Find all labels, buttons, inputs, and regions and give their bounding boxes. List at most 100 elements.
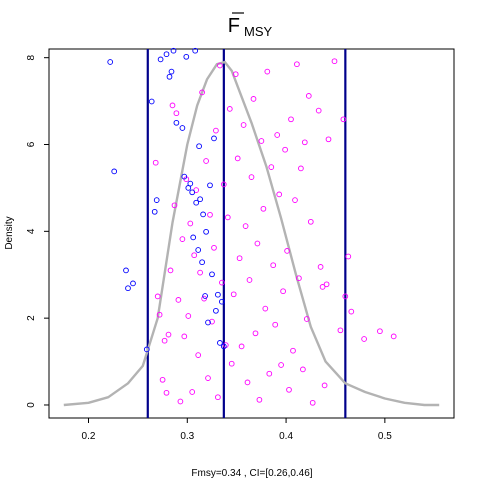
data-point-0-9	[171, 202, 178, 209]
y-axis: 0 2 4 6 8	[26, 54, 49, 408]
data-point-0-81	[317, 264, 324, 270]
data-point-0-28	[209, 318, 215, 325]
data-point-0-14	[181, 333, 188, 340]
data-point-0-60	[272, 321, 279, 328]
x-tick-label-3: 0.5	[378, 431, 392, 442]
data-point-0-11	[175, 297, 182, 303]
data-point-0-84	[323, 281, 330, 288]
data-point-1-28	[200, 211, 206, 218]
data-point-0-88	[340, 116, 347, 123]
data-point-0-39	[230, 291, 237, 298]
data-point-0-55	[262, 305, 269, 312]
data-point-0-10	[173, 110, 180, 117]
data-point-0-21	[195, 352, 202, 358]
data-point-0-43	[238, 343, 245, 350]
data-point-0-53	[258, 138, 265, 144]
data-point-1-27	[199, 259, 205, 266]
data-point-1-9	[157, 56, 164, 63]
data-point-0-4	[161, 337, 168, 344]
data-point-0-23	[199, 89, 205, 96]
scatter-points	[107, 47, 397, 406]
data-point-0-19	[191, 252, 198, 259]
data-point-0-44	[240, 122, 247, 128]
data-point-0-34	[220, 181, 227, 188]
data-point-0-69	[290, 347, 296, 354]
data-point-1-20	[189, 189, 196, 196]
data-point-1-11	[166, 73, 173, 80]
data-point-0-41	[234, 155, 241, 162]
data-point-1-29	[202, 293, 208, 299]
data-point-0-87	[337, 327, 344, 334]
data-point-1-36	[215, 291, 221, 298]
data-point-0-57	[266, 370, 273, 377]
data-point-0-75	[301, 139, 308, 146]
data-point-1-25	[196, 143, 202, 150]
x-axis-label: Fmsy=0.34 , CI=[0.26,0.46]	[191, 468, 312, 479]
y-tick-label-0: 0	[26, 402, 37, 408]
data-point-0-70	[292, 197, 298, 203]
y-tick-label-1: 2	[26, 315, 37, 321]
data-point-0-24	[201, 295, 207, 302]
data-point-1-39	[220, 343, 227, 350]
data-point-0-32	[217, 62, 223, 69]
data-point-0-17	[187, 220, 194, 227]
data-point-1-13	[170, 47, 177, 54]
data-point-1-4	[130, 280, 136, 287]
x-tick-label-2: 0.4	[279, 431, 293, 442]
data-point-0-89	[342, 293, 349, 300]
data-point-0-85	[325, 136, 332, 143]
data-point-0-93	[377, 328, 383, 335]
data-point-0-77	[305, 93, 312, 99]
data-point-1-8	[153, 197, 160, 203]
data-point-0-8	[169, 102, 176, 109]
y-axis-label: Density	[4, 216, 15, 249]
data-point-0-86	[331, 58, 338, 65]
data-point-1-16	[181, 173, 188, 180]
data-point-1-26	[197, 196, 203, 203]
data-point-0-3	[159, 376, 166, 383]
data-point-0-58	[268, 164, 275, 170]
chart-title: F	[228, 15, 240, 37]
data-point-1-34	[211, 135, 217, 142]
chart-title-main: F	[228, 15, 240, 37]
data-point-1-6	[148, 98, 155, 105]
data-point-0-76	[303, 316, 310, 322]
data-point-0-79	[309, 399, 316, 406]
data-point-1-21	[190, 234, 197, 241]
x-tick-label-1: 0.3	[180, 431, 194, 442]
data-point-1-7	[151, 208, 158, 215]
data-point-1-2	[123, 267, 129, 274]
data-point-1-30	[203, 228, 209, 235]
data-point-1-33	[209, 271, 215, 278]
data-point-0-83	[321, 382, 328, 389]
data-point-0-51	[254, 240, 261, 247]
chart-title-subscript: MSY	[244, 24, 273, 39]
data-point-1-22	[192, 47, 199, 54]
data-point-0-0	[152, 159, 159, 166]
data-point-1-12	[168, 68, 175, 75]
data-point-0-94	[390, 333, 397, 340]
data-point-0-36	[224, 214, 231, 221]
y-tick-label-4: 8	[26, 54, 37, 60]
data-point-0-72	[296, 275, 302, 282]
data-point-0-27	[207, 211, 213, 218]
density-curve	[63, 60, 440, 407]
data-point-0-67	[286, 386, 292, 393]
data-point-1-14	[173, 119, 180, 126]
data-point-0-59	[270, 262, 277, 269]
data-point-0-31	[215, 394, 221, 401]
data-point-0-68	[288, 116, 294, 123]
y-tick-label-3: 6	[26, 141, 37, 147]
data-point-0-54	[260, 205, 267, 212]
data-point-0-66	[284, 248, 290, 254]
data-point-1-19	[187, 180, 194, 187]
data-point-0-16	[185, 313, 192, 319]
data-point-0-2	[156, 311, 163, 318]
data-point-1-1	[111, 168, 118, 175]
data-point-0-49	[250, 96, 257, 102]
ci-lines	[146, 49, 347, 418]
data-point-0-74	[300, 366, 306, 373]
data-point-1-5	[143, 346, 150, 353]
y-tick-label-2: 4	[26, 228, 37, 234]
data-point-0-90	[345, 253, 352, 260]
